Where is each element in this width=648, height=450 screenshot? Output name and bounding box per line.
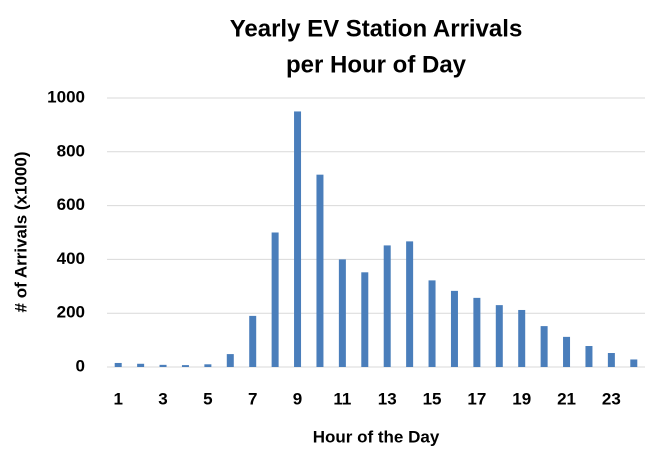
x-tick-label: 9: [293, 389, 302, 408]
bar: [361, 272, 369, 367]
bar: [114, 362, 122, 367]
x-tick-label: 7: [248, 389, 257, 408]
y-axis-label: # of Arrivals (x1000): [11, 152, 30, 313]
bar: [249, 315, 257, 367]
x-tick-label: 21: [557, 389, 576, 408]
bar: [540, 326, 548, 367]
bar: [159, 364, 167, 367]
bar: [630, 359, 638, 367]
bar: [518, 309, 526, 367]
x-tick-label: 5: [203, 389, 212, 408]
x-tick-label: 11: [333, 389, 351, 408]
bar: [563, 336, 571, 367]
x-tick-label: 3: [158, 389, 167, 408]
x-tick-label: 15: [423, 389, 442, 408]
bar: [428, 280, 436, 367]
chart-title: Yearly EV Station Arrivals: [230, 15, 523, 42]
x-axis-label: Hour of the Day: [313, 427, 440, 446]
y-tick-label: 800: [57, 141, 85, 160]
x-tick-label: 23: [602, 389, 621, 408]
y-tick-label: 1000: [47, 87, 85, 106]
y-tick-label: 200: [57, 303, 85, 322]
x-tick-label: 19: [512, 389, 531, 408]
x-tick-label: 17: [467, 389, 486, 408]
bar: [473, 297, 481, 367]
bar: [181, 365, 189, 367]
bar: [316, 174, 324, 367]
bar: [495, 305, 503, 367]
bar: [338, 259, 346, 367]
y-tick-label: 600: [57, 195, 85, 214]
bar: [204, 364, 212, 367]
chart-title: per Hour of Day: [286, 51, 467, 78]
bar: [406, 241, 414, 367]
y-tick-label: 400: [57, 249, 85, 268]
bar: [585, 346, 593, 367]
y-tick-label: 0: [76, 356, 85, 375]
x-tick-label: 1: [113, 389, 122, 408]
bar: [607, 353, 615, 367]
bar: [271, 232, 279, 367]
bar: [137, 363, 145, 367]
x-tick-label: 13: [378, 389, 397, 408]
bar: [450, 290, 458, 367]
bar: [294, 111, 302, 367]
bar: [383, 245, 391, 367]
bar: [226, 354, 234, 367]
